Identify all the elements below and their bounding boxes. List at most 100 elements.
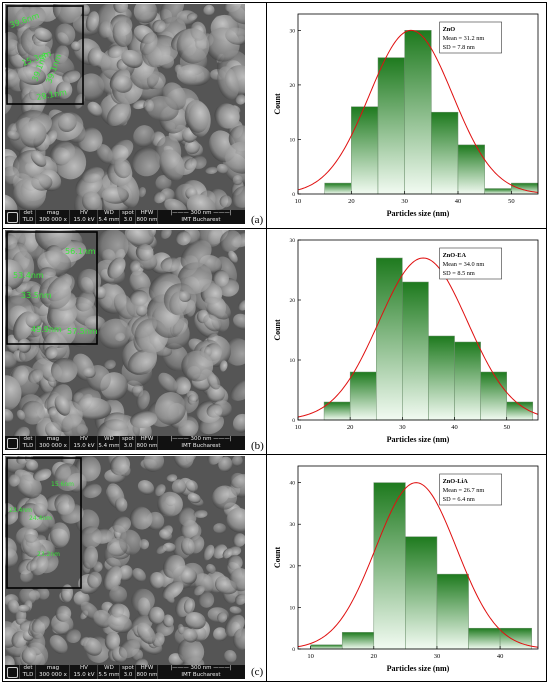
sem-measurement: 49.9nm [31, 325, 62, 334]
sem-info-key: HFW [140, 210, 154, 216]
sem-info-wd: WD 5.5 mm [97, 665, 120, 679]
sem-info-spot: spot 3.0 [119, 665, 136, 679]
sem-info-value: 300 000 x [39, 217, 67, 223]
y-tick-label: 0 [292, 647, 295, 653]
sem-info-value: 15.0 kV [73, 672, 95, 678]
y-tick-label: 0 [292, 418, 295, 424]
histogram-bar [480, 371, 507, 421]
y-tick-label: 10 [290, 137, 296, 143]
normal-fit-curve [297, 29, 539, 193]
sem-inset-frame [6, 457, 82, 589]
sem-info-hfw: HFW 800 nm [135, 436, 158, 450]
sem-info-value: 800 nm [136, 672, 158, 678]
sem-info-spot: spot 3.0 [119, 436, 136, 450]
sem-info-key: HFW [140, 665, 154, 671]
sem-info-key: WD [104, 210, 114, 216]
sem-info-key: HV [80, 436, 88, 442]
sem-info-value: 300 000 x [39, 443, 67, 449]
y-tick-label: 20 [290, 564, 296, 570]
sem-measurement: 57.5nm [67, 327, 98, 336]
row-divider [2, 454, 547, 455]
sem-info-spot: spot 3.0 [119, 210, 136, 224]
histogram-bar [349, 371, 377, 421]
legend-box [439, 473, 502, 506]
y-axis-label: Count [273, 546, 282, 568]
row-divider [2, 228, 547, 229]
histogram-bar [484, 188, 512, 195]
sem-info-key: spot [122, 210, 134, 216]
histogram-zno-lia: 10 20 30 40 0 10 20 30 40 Particles size (nm) Coun… [273, 465, 539, 673]
x-tick-label: 50 [503, 424, 510, 431]
y-tick-label: 10 [290, 605, 296, 611]
sem-info-key: mag [46, 210, 60, 216]
x-tick-label: 10 [307, 653, 314, 660]
legend-entry: ZnO-EA [443, 252, 467, 259]
sem-info-key: WD [104, 436, 114, 442]
x-tick-label: 30 [399, 424, 406, 431]
x-tick-label: 10 [295, 424, 302, 431]
detector-icon [7, 438, 18, 449]
sem-info-value: 15.0 kV [73, 217, 95, 223]
panel-label: (c) [251, 666, 264, 678]
y-tick-label: 0 [292, 192, 295, 198]
legend-entry: ZnO [443, 26, 456, 33]
sem-info-key: HV [80, 210, 88, 216]
y-tick-label: 20 [290, 298, 296, 304]
sem-info-key: mag [46, 436, 60, 442]
sem-info-hv: HV 15.0 kV [69, 436, 98, 450]
sem-info-value: 3.0 [123, 672, 133, 678]
sem-info-value: 5.4 mm [98, 443, 120, 449]
legend-entry: Mean = 34.0 nm [443, 261, 485, 268]
sem-info-wd: WD 5.4 mm [97, 436, 120, 450]
y-axis-label: Count [273, 319, 282, 341]
legend-entry: Mean = 26.7 nm [443, 487, 485, 494]
histogram-bar [341, 632, 375, 650]
sem-info-key: spot [122, 665, 134, 671]
sem-micrograph: 56.1nm 53.4nm 33.5nm 49.9nm 57.5nm [5, 230, 245, 436]
x-tick-label: 40 [451, 424, 458, 431]
histogram-bar [351, 106, 379, 195]
sem-info-det: det TLD [19, 665, 36, 679]
sem-measurement: 56.1nm [65, 247, 96, 256]
y-tick-label: 30 [290, 28, 296, 34]
scale-bar-label: |——— 300 nm ———| [170, 210, 232, 216]
normal-fit-curve [297, 482, 539, 648]
detector-icon [7, 667, 18, 678]
legend-entry: SD = 8.5 nm [443, 270, 475, 277]
sem-info-key: det [23, 436, 33, 442]
sem-info-bar: det TLD mag 300 000 x HV 15.0 kV WD 5.4 mm spot 3… [5, 210, 245, 224]
histogram-bar [431, 111, 459, 195]
sem-measurement: 23.2nm [37, 551, 60, 558]
sem-info-value: TLD [22, 672, 34, 678]
plot-frame [297, 13, 539, 195]
histogram-bar [404, 30, 432, 195]
y-tick-label: 40 [290, 481, 296, 487]
sem-info-bar: det TLD mag 300 000 x HV 15.0 kV WD 5.4 mm spot 3… [5, 436, 245, 450]
histogram-bar [499, 627, 532, 650]
x-tick-label: 20 [371, 653, 378, 660]
legend-box [439, 21, 502, 54]
sem-info-mag: mag 300 000 x [35, 210, 70, 224]
histogram-bar [454, 341, 481, 421]
histogram-bar [468, 627, 501, 650]
plot-frame [297, 239, 539, 421]
sem-inset-frame [6, 5, 84, 105]
histogram-bar [323, 401, 351, 421]
legend-entry: Mean = 31.2 nm [443, 35, 485, 42]
y-tick-label: 10 [290, 358, 296, 364]
sem-measurement: 15.6nm [51, 481, 74, 488]
x-axis-label: Particles size (nm) [387, 435, 450, 444]
histogram-bar [405, 536, 438, 650]
sem-scale-block: |——— 300 nm ———| IMT Bucharest [157, 665, 244, 679]
sem-info-key: mag [46, 665, 60, 671]
sem-scale-block: |——— 300 nm ———| IMT Bucharest [157, 436, 244, 450]
x-tick-label: 10 [295, 198, 302, 205]
y-tick-label: 20 [290, 83, 296, 89]
legend-entry: ZnO-LiA [443, 478, 469, 485]
histogram-bar [457, 144, 485, 195]
sem-info-value: 15.0 kV [73, 443, 95, 449]
x-axis-label: Particles size (nm) [387, 664, 450, 673]
x-tick-label: 30 [401, 198, 408, 205]
x-tick-label: 20 [348, 198, 355, 205]
